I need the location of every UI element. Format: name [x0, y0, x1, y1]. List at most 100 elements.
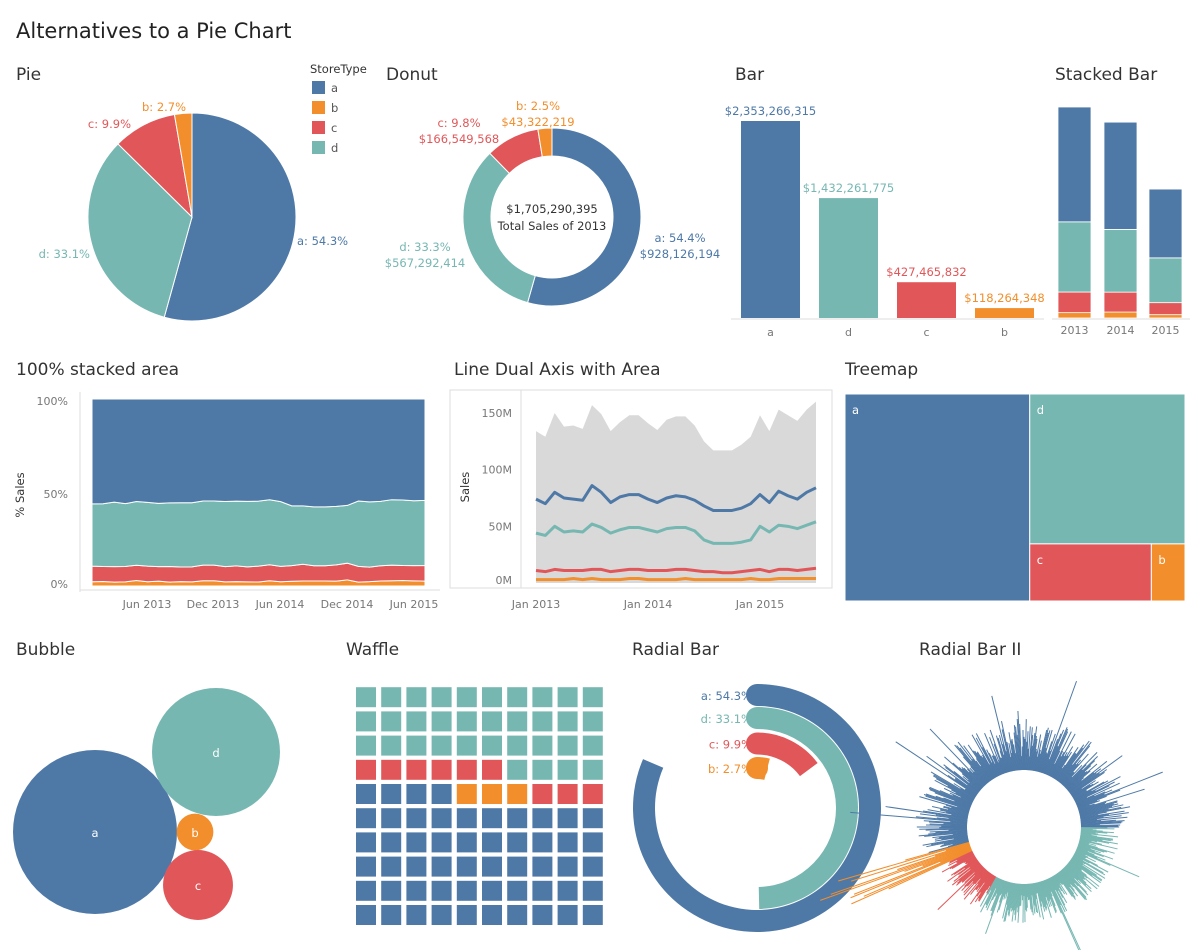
radial-spike-a	[1072, 789, 1087, 799]
radial-spike-d	[1053, 875, 1066, 895]
radial-spike-a	[1045, 745, 1059, 775]
waffle-cell-a	[456, 808, 477, 829]
waffle-cell-a	[431, 880, 452, 901]
radial-spike-d	[1034, 882, 1038, 894]
bar-value-label-b: $118,264,348	[964, 291, 1044, 305]
radial-spike-d	[1076, 848, 1098, 859]
stacked-bar-segment-2015-c	[1148, 302, 1183, 316]
waffle-cell-c	[582, 784, 603, 804]
waffle-cell-a	[381, 880, 402, 901]
line-y-tick: 150M	[482, 407, 513, 420]
radial-spike-a	[940, 808, 969, 816]
radial-spike-c	[969, 860, 979, 868]
radial-spike-a	[923, 794, 970, 810]
radial-spike-a	[1080, 820, 1102, 823]
radial-spike-a	[925, 793, 971, 810]
page-title: Alternatives to a Pie Chart	[16, 19, 291, 43]
line-x-tick: Jan 2013	[511, 598, 560, 611]
waffle-cell-a	[381, 856, 402, 877]
radial-spike-a	[1080, 815, 1122, 821]
waffle-cell-a	[507, 905, 528, 925]
radial-spike-d	[1072, 856, 1086, 865]
waffle-cell-d	[356, 735, 376, 756]
radial-spike-a	[951, 807, 970, 813]
radial-spike-a	[1054, 767, 1063, 780]
radial-spike-a	[989, 737, 1005, 774]
radial-spike-a	[1065, 765, 1092, 789]
radial-spike-a	[929, 789, 972, 807]
waffle-cell-a	[431, 832, 452, 853]
bar-value-label-d: $1,432,261,775	[803, 181, 894, 195]
radial-spike-a	[1066, 771, 1088, 790]
pie-label-b: b: 2.7%	[142, 100, 186, 114]
radial-spike-d	[1071, 858, 1097, 876]
radial-spike-d	[990, 877, 999, 891]
radial-spike-a	[1071, 788, 1083, 796]
radial-spike-a	[1080, 813, 1109, 820]
radial-spike-b	[830, 845, 971, 895]
stacked-area-chart: 100% stacked area 0% 50% 100% Jun 2013 Dec 20…	[13, 360, 440, 611]
radial-spike-a	[952, 832, 968, 835]
waffle-cell-a	[482, 856, 502, 877]
radial-spike-a	[919, 827, 968, 830]
radial-spike-c	[937, 866, 984, 911]
area-y-tick: 0%	[51, 578, 68, 591]
radial-spike-d	[1065, 865, 1087, 886]
radial-spike-a	[1076, 771, 1163, 807]
radial-spike-a	[1080, 812, 1129, 820]
radial-spike-d	[1061, 869, 1076, 884]
radial-spike-a	[943, 806, 969, 814]
radial-spike-d	[1077, 845, 1114, 860]
radial-spike-b	[838, 842, 970, 882]
pie-slice-b	[173, 112, 193, 218]
radial-spike-c	[958, 860, 979, 876]
radial-spike-d	[1003, 881, 1010, 900]
bubble-d	[152, 688, 280, 816]
radial-label-b: b: 2.7%	[708, 762, 752, 776]
radial-spike-a	[934, 835, 968, 842]
waffle-cell-d	[557, 759, 578, 780]
radial-spike-d	[1013, 883, 1018, 911]
radial-spike-d	[1030, 883, 1033, 896]
radial-spike-d	[1066, 864, 1087, 884]
waffle-cell-a	[406, 856, 427, 877]
radial-spike-a	[1031, 735, 1037, 771]
radial-spike-a	[970, 766, 987, 785]
radial-spike-d	[1075, 850, 1089, 858]
radial-spike-a	[1068, 760, 1108, 792]
radial-spike-c	[951, 855, 975, 869]
radial2-title: Radial Bar II	[919, 640, 1021, 660]
radial-spike-c	[966, 867, 985, 887]
radial-spike-a	[1014, 753, 1018, 771]
radial-spike-c	[963, 855, 976, 864]
waffle-cell-b	[482, 784, 502, 804]
radial-spike-a	[1051, 733, 1076, 778]
radial-spike-a	[1079, 803, 1119, 814]
radial-spike-d	[1073, 855, 1104, 874]
radial-spike-a	[943, 764, 980, 793]
radial-bar-cap-a	[746, 684, 768, 706]
legend-item-c: c	[331, 121, 337, 135]
waffle-cell-d	[482, 687, 502, 708]
radial-label-a: a: 54.3%	[701, 689, 752, 703]
radial-spike-d	[985, 880, 1006, 935]
radial-spike-d	[1058, 871, 1078, 897]
radial-spike-d	[1059, 871, 1075, 891]
radial-spike-a	[1033, 751, 1038, 771]
radial-spike-a	[972, 750, 993, 780]
radial-spike-a	[1028, 727, 1033, 771]
radial-spike-a	[1055, 764, 1066, 780]
bar-x-tick-a: a	[767, 326, 774, 339]
radial-spike-c	[964, 859, 978, 869]
radial-spike-a	[943, 797, 971, 809]
waffle-cell-a	[507, 832, 528, 853]
radial-spike-b	[904, 846, 971, 872]
radial-spike-d	[1014, 883, 1019, 915]
radial-spike-c	[951, 862, 981, 886]
radial-spike-a	[925, 795, 970, 811]
waffle-chart: Waffle	[346, 640, 603, 925]
radial-spike-a	[957, 741, 990, 783]
radial-spike-a	[935, 814, 968, 820]
radial-spike-a	[1055, 747, 1079, 781]
treemap-label-b: b	[1158, 553, 1165, 567]
